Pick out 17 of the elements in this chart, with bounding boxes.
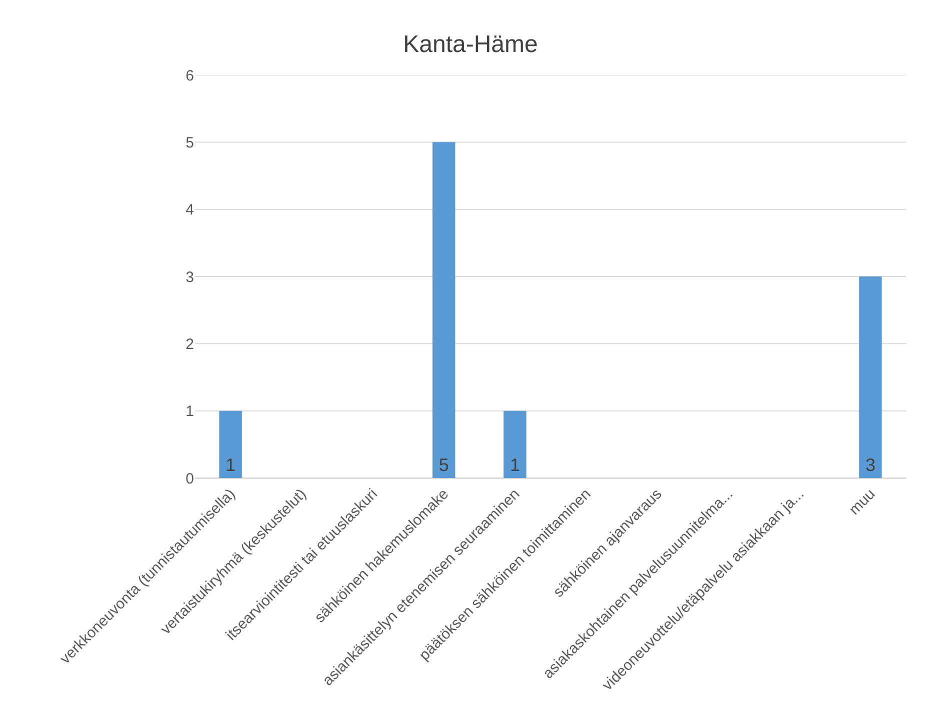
chart-title: Kanta-Häme <box>403 31 538 58</box>
bar <box>859 276 882 478</box>
y-tick-label: 0 <box>186 470 194 488</box>
y-tick-label: 5 <box>186 134 194 152</box>
y-tick-label: 1 <box>186 403 194 420</box>
y-tick-label: 3 <box>186 268 194 286</box>
bar <box>432 142 456 478</box>
y-tick-label: 6 <box>186 67 194 84</box>
bar <box>504 410 526 478</box>
y-tick-label: 4 <box>186 202 194 219</box>
data-label: 1 <box>226 455 236 475</box>
y-tick-label: 2 <box>186 336 194 353</box>
data-label: 3 <box>865 455 876 475</box>
data-label: 1 <box>510 455 520 475</box>
x-tick-label: muu <box>846 486 879 518</box>
bar <box>219 410 242 478</box>
data-label: 5 <box>438 455 449 475</box>
